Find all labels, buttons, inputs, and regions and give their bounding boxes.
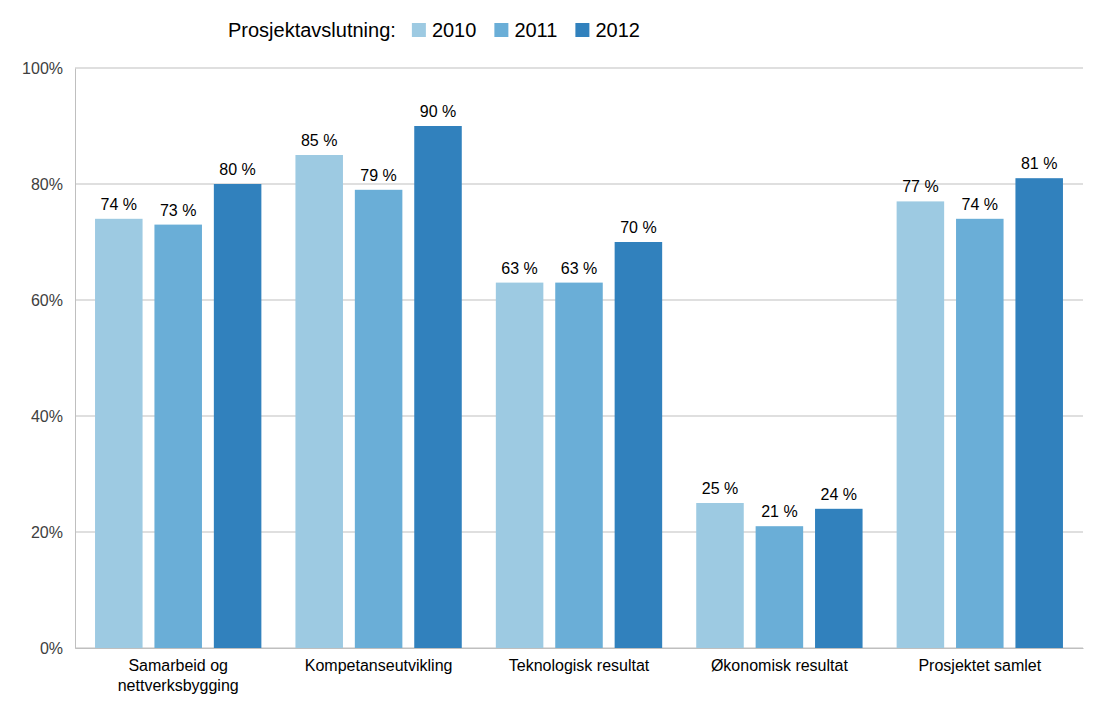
legend-swatch [412,23,426,37]
series-0 [95,155,944,648]
data-label: 80 % [219,161,255,178]
data-label: 63 % [561,260,597,277]
bar [95,219,143,648]
series-1 [154,190,1003,648]
y-tick: 100% [22,60,75,77]
legend-label: 2012 [595,19,640,41]
bar [897,201,945,648]
bar [355,190,403,648]
plot: 0% 20% 40% 60% 80% 100% 74 % 85 % 63 % 25 % 77 % 73… [22,60,1083,695]
legend-label: 2010 [432,19,477,41]
bars [95,126,1063,648]
bar [154,225,202,648]
bar [414,126,462,648]
y-tick: 40% [31,408,75,425]
y-tick-label: 100% [22,60,63,77]
bar [956,219,1004,648]
x-axis: Samarbeid ognettverksbygging Kompetanseut… [76,648,1084,694]
data-label: 85 % [301,132,337,149]
bar [295,155,343,648]
y-tick: 60% [31,292,75,309]
x-tick: Prosjektet samlet [918,648,1041,674]
chart: 0% 20% 40% 60% 80% 100% 74 % 85 % 63 % 25 % 77 % 73… [0,0,1098,723]
y-tick-label: 0% [40,640,63,657]
x-tick: Økonomisk resultat [711,648,848,674]
data-label: 81 % [1021,155,1057,172]
y-axis: 0% 20% 40% 60% 80% 100% [22,60,75,657]
x-tick: Samarbeid ognettverksbygging [118,648,239,694]
data-label: 74 % [101,196,137,213]
x-axis-line [76,648,1084,649]
bar [214,184,262,648]
legend-swatch [494,23,508,37]
bar [615,242,663,648]
data-label: 79 % [360,167,396,184]
y-tick: 0% [40,640,75,657]
y-tick: 80% [31,176,75,193]
data-label: 21 % [761,503,797,520]
y-tick: 20% [31,524,75,541]
x-tick-label: Økonomisk resultat [711,657,848,674]
grid [75,68,1083,648]
data-label: 70 % [620,219,656,236]
data-label: 74 % [962,196,998,213]
data-label: 90 % [420,103,456,120]
y-tick-label: 40% [31,408,63,425]
y-tick-label: 80% [31,176,63,193]
bar [1015,178,1063,648]
legend-title: Prosjektavslutning: [228,19,396,41]
data-label: 25 % [702,480,738,497]
y-tick-label: 60% [31,292,63,309]
x-tick-label: Teknologisk resultat [509,657,650,674]
series-2 [214,126,1063,648]
y-axis-line [75,69,76,649]
data-label: 73 % [160,202,196,219]
legend-swatch [575,23,589,37]
bar [815,509,863,648]
legend: Prosjektavslutning: 2010 2011 2012 [228,19,640,41]
data-labels: 74 % 85 % 63 % 25 % 77 % 73 % 79 % 63 % 21 % 74 %… [101,103,1058,520]
bar [555,283,603,648]
y-tick-label: 20% [31,524,63,541]
x-tick-label: Samarbeid ognettverksbygging [118,657,239,694]
x-tick: Teknologisk resultat [509,648,650,674]
bar [696,503,744,648]
legend-label: 2011 [514,19,557,41]
grid-line [75,68,1083,69]
x-tick-label: Kompetanseutvikling [305,657,453,674]
data-label: 77 % [902,178,938,195]
x-tick: Kompetanseutvikling [305,648,453,674]
data-label: 63 % [501,260,537,277]
bar [496,283,544,648]
x-tick-label: Prosjektet samlet [918,657,1041,674]
bar [756,526,804,648]
data-label: 24 % [821,486,857,503]
